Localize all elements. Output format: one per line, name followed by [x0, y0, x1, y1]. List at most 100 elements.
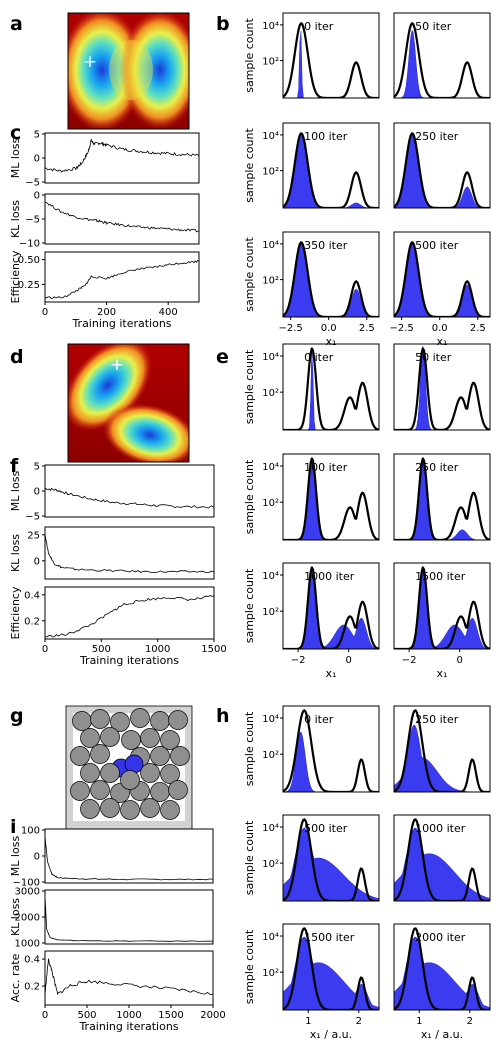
iteration-label: 1000 iter: [415, 822, 466, 835]
x-tick-label: 500: [92, 644, 111, 655]
training-curve: [45, 202, 199, 233]
histogram-panel: 1500 iter 10⁴ 10² 1 2 x₁ / a.u.: [262, 923, 380, 1041]
y-axis-label: ML loss: [9, 471, 22, 512]
particle: [160, 730, 180, 750]
iteration-label: 250 iter: [415, 130, 459, 143]
x-axis-label: x₁: [437, 667, 448, 680]
reference-distribution: [283, 132, 379, 208]
heatmap-a: [68, 13, 189, 129]
y-axis-label: sample count: [243, 711, 256, 786]
histogram-frame: [282, 562, 380, 650]
reference-distribution: [394, 22, 490, 98]
y-tick-label: −5: [25, 215, 40, 226]
y-axis-label: sample count: [243, 349, 256, 424]
particle: [140, 763, 160, 783]
y-tick-label: 10⁴: [262, 571, 279, 582]
y-tick-label: 10⁴: [262, 714, 279, 725]
histogram-frame: [282, 814, 380, 902]
subplot-frame: [44, 132, 200, 184]
y-axis-label: sample count: [243, 568, 256, 643]
x-tick-label: −2: [291, 655, 306, 666]
histogram-panel: 500 iter 10⁴ 10²: [262, 814, 380, 902]
x-tick-label: 0: [42, 644, 48, 655]
y-tick-label: 25: [27, 530, 40, 541]
x-axis-label: Training iterations: [71, 317, 171, 330]
y-tick-label: 10²: [262, 968, 279, 979]
y-tick-label: 0.4: [24, 955, 40, 966]
y-tick-label: 10⁴: [262, 932, 279, 943]
x-tick-label: 400: [159, 307, 178, 318]
x-tick-label: 0: [345, 655, 351, 666]
panel-label-c: c: [10, 122, 21, 144]
y-tick-label: 0: [34, 487, 40, 498]
histogram-frame: [282, 343, 380, 431]
x-tick-label: 2: [467, 1016, 473, 1027]
histogram-panel: 250 iter: [393, 705, 491, 793]
reference-distribution: [394, 241, 490, 317]
x-tick-label: 2.5: [470, 323, 486, 334]
histogram-frame: [282, 12, 380, 99]
x-axis-label: x₁: [326, 667, 337, 680]
x-tick-label: 1500: [201, 644, 226, 655]
particle: [121, 730, 141, 750]
particle: [80, 728, 100, 748]
x-tick-label: 1000: [145, 644, 170, 655]
sample-histogram: [283, 936, 379, 1010]
histogram-frame: [282, 705, 380, 793]
panel-label-b: b: [216, 13, 230, 35]
iteration-label: 100 iter: [304, 130, 348, 143]
y-tick-label: 10⁴: [262, 352, 279, 363]
training-curve: [45, 487, 214, 509]
particle: [120, 800, 140, 820]
histogram-frame: [393, 562, 491, 650]
y-tick-label: 5: [34, 130, 40, 141]
training-curve: [45, 139, 199, 173]
subplot-frame: [44, 251, 200, 303]
training-curve: [45, 595, 214, 638]
sample-histogram: [283, 827, 379, 901]
particle: [100, 727, 120, 747]
histogram-panel: 2000 iter 1 2 x₁ / a.u.: [393, 923, 491, 1041]
loss-subplot: 25 0 KL loss: [9, 526, 215, 580]
x-tick-label: 0.0: [321, 323, 337, 334]
y-tick-label: 0: [34, 191, 40, 202]
panel-label-d: d: [10, 346, 24, 368]
x-tick-label: 1: [416, 1016, 422, 1027]
x-tick-label: 0: [42, 307, 48, 318]
y-axis-label: ML loss: [9, 836, 22, 877]
y-tick-label: 10⁴: [262, 462, 279, 473]
histogram-frame: [393, 814, 491, 902]
x-tick-label: 2: [356, 1016, 362, 1027]
heatmap-d: [68, 344, 189, 462]
x-tick-label: −2: [402, 655, 417, 666]
iteration-label: 50 iter: [415, 20, 452, 33]
y-tick-label: 5: [34, 462, 40, 473]
subplot-frame: [44, 950, 214, 1006]
particle: [160, 800, 180, 820]
training-curve: [45, 535, 214, 574]
y-tick-label: 10²: [262, 388, 279, 399]
y-tick-label: 3000: [15, 887, 40, 898]
y-axis-label: sample count: [243, 459, 256, 534]
panel-label-a: a: [10, 13, 23, 35]
particle: [170, 746, 190, 766]
subplot-frame: [44, 828, 214, 884]
histogram-frame: [282, 923, 380, 1011]
histogram-frame: [393, 122, 491, 209]
reference-distribution: [283, 22, 379, 98]
iteration-label: 250 iter: [415, 461, 459, 474]
particle: [80, 763, 100, 783]
histogram-frame: [393, 705, 491, 793]
histogram-panel: 0 iter 10⁴ 10²: [262, 343, 380, 431]
particle: [90, 709, 110, 729]
y-tick-label: −10: [19, 239, 40, 250]
x-tick-label: 200: [97, 307, 116, 318]
iteration-label: 250 iter: [415, 713, 459, 726]
y-tick-label: 10²: [262, 859, 279, 870]
y-axis-label: sample count: [243, 929, 256, 1004]
particle: [150, 711, 170, 731]
y-tick-label: 10⁴: [262, 240, 279, 251]
